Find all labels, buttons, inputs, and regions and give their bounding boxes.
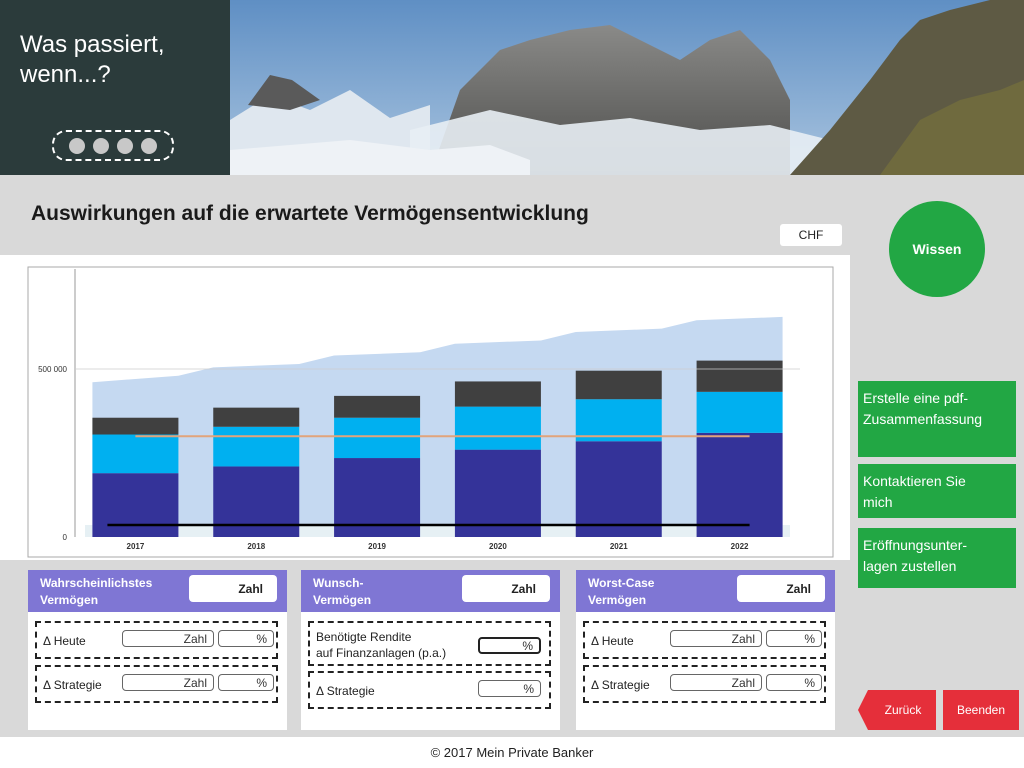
x-tick-label: 2020 [489, 542, 507, 551]
x-tick-label: 2019 [368, 542, 386, 551]
pager-dot[interactable] [69, 137, 85, 154]
send-opening-documents-button[interactable]: Eröffnungsunter- lagen zustellen [858, 528, 1016, 588]
wealth-value-field[interactable]: Zahl [189, 575, 277, 602]
bar-segment [92, 417, 179, 435]
footer-copyright: © 2017 Mein Private Banker [0, 737, 1024, 768]
back-button-shape[interactable] [858, 690, 936, 730]
y-tick-label: 0 [63, 533, 68, 542]
row-label: Benötigte Rendite auf Finanzanlagen (p.a… [316, 630, 447, 660]
chart-svg: 2017 2018 2019 2020 2021 2022 0 500 000 [27, 266, 834, 558]
row-label: Δ Heute [43, 634, 86, 648]
currency-selector[interactable]: CHF [780, 224, 842, 246]
pager-dot[interactable] [141, 137, 157, 154]
row-label: Δ Strategie [316, 684, 375, 698]
bar-segment [454, 449, 541, 537]
y-tick-label: 500 000 [38, 365, 67, 374]
row-delta-strategy: Δ Strategie % [308, 671, 551, 709]
card-title: Worst-Case Vermögen [588, 576, 655, 607]
bar-segment [213, 426, 300, 467]
content-header-band [0, 175, 850, 255]
value-field[interactable]: Zahl [670, 674, 762, 691]
page-title: Auswirkungen auf die erwartete Vermögens… [31, 202, 589, 225]
card-worst-case-wealth: Worst-Case Vermögen Zahl Δ Heute Zahl % … [576, 570, 835, 730]
x-tick-label: 2018 [247, 542, 265, 551]
percent-field[interactable]: % [478, 637, 541, 654]
card-title: Wunsch- Vermögen [313, 576, 372, 607]
value-field[interactable]: Zahl [670, 630, 762, 647]
percent-field[interactable]: % [218, 630, 274, 647]
chart-frame [27, 266, 834, 558]
create-pdf-summary-button[interactable]: Erstelle eine pdf- Zusammenfassung [858, 381, 1016, 457]
value-field[interactable]: Zahl [122, 630, 214, 647]
pager-dot[interactable] [117, 137, 133, 154]
chart-marks: 2017 2018 2019 2020 2021 2022 0 500 000 [38, 316, 800, 551]
row-required-return: Benötigte Rendite auf Finanzanlagen (p.a… [308, 621, 551, 666]
x-tick-label: 2017 [127, 542, 145, 551]
wealth-value-field[interactable]: Zahl [737, 575, 825, 602]
title-panel: Was passiert, wenn...? [0, 0, 230, 175]
card-probable-wealth: Wahrscheinlichstes Vermögen Zahl Δ Heute… [28, 570, 287, 730]
background-area [92, 316, 783, 537]
bar-segment [454, 406, 541, 450]
wealth-chart: 2017 2018 2019 2020 2021 2022 0 500 000 [0, 255, 850, 565]
percent-field[interactable]: % [478, 680, 541, 697]
card-header: Wunsch- Vermögen Zahl [301, 570, 560, 612]
card-header: Wahrscheinlichstes Vermögen Zahl [28, 570, 287, 612]
mountain-photo [230, 0, 1024, 175]
value-field[interactable]: Zahl [122, 674, 214, 691]
bar-segment [334, 395, 421, 418]
contact-me-button[interactable]: Kontaktieren Sie mich [858, 464, 1016, 518]
bar-segment [696, 360, 783, 392]
bar-segment [92, 434, 179, 474]
row-delta-today: Δ Heute Zahl % [35, 621, 278, 659]
bar-segment [454, 381, 541, 407]
row-delta-strategy: Δ Strategie Zahl % [35, 665, 278, 703]
row-label: Δ Strategie [43, 678, 102, 692]
percent-field[interactable]: % [766, 630, 822, 647]
row-label: Δ Heute [591, 634, 634, 648]
x-tick-label: 2022 [731, 542, 749, 551]
bar-segment [213, 407, 300, 427]
card-desired-wealth: Wunsch- Vermögen Zahl Benötigte Rendite … [301, 570, 560, 730]
bar-segment [334, 417, 421, 459]
row-delta-today: Δ Heute Zahl % [583, 621, 826, 659]
wealth-value-field[interactable]: Zahl [462, 575, 550, 602]
bar-segment [575, 399, 662, 442]
card-header: Worst-Case Vermögen Zahl [576, 570, 835, 612]
card-title: Wahrscheinlichstes Vermögen [40, 576, 153, 607]
back-arrow-icon[interactable] [858, 690, 936, 730]
bar-segment [213, 466, 300, 537]
bar-segment [92, 473, 179, 537]
percent-field[interactable]: % [766, 674, 822, 691]
wissen-button[interactable]: Wissen [889, 201, 985, 297]
bar-segment [575, 441, 662, 537]
bar-segment [696, 432, 783, 537]
x-tick-label: 2021 [610, 542, 628, 551]
header-hero: Was passiert, wenn...? [0, 0, 1024, 175]
row-label: Δ Strategie [591, 678, 650, 692]
step-pager[interactable] [52, 130, 174, 161]
bar-segment [575, 370, 662, 400]
end-button[interactable]: Beenden [943, 690, 1019, 730]
app-title: Was passiert, wenn...? [20, 31, 165, 88]
bar-segment [696, 391, 783, 433]
lower-band-area [85, 525, 790, 537]
back-button[interactable]: Zurück [884, 703, 922, 717]
pager-dot[interactable] [93, 137, 109, 154]
row-delta-strategy: Δ Strategie Zahl % [583, 665, 826, 703]
percent-field[interactable]: % [218, 674, 274, 691]
